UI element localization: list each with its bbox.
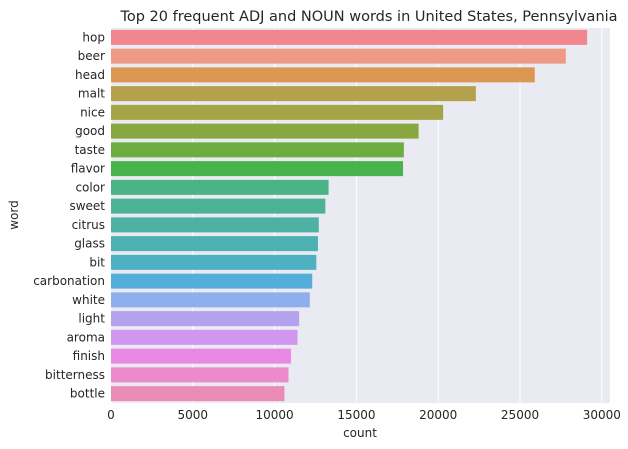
y-tick-label-light: light <box>78 312 105 326</box>
y-tick-label-glass: glass <box>74 237 105 251</box>
bar-bitterness <box>111 367 289 383</box>
x-tick-label: 15000 <box>337 408 375 422</box>
y-tick-label-bottle: bottle <box>70 387 105 401</box>
bar-good <box>111 123 419 139</box>
bar-aroma <box>111 329 298 345</box>
chart-title: Top 20 frequent ADJ and NOUN words in Un… <box>119 9 617 25</box>
x-tick-label: 20000 <box>419 408 457 422</box>
bar-bit <box>111 254 317 270</box>
bar-malt <box>111 86 476 102</box>
bar-taste <box>111 142 404 158</box>
y-tick-label-bitterness: bitterness <box>45 368 105 382</box>
x-tick-label: 10000 <box>256 408 294 422</box>
y-tick-label-white: white <box>72 293 105 307</box>
bar-light <box>111 311 300 327</box>
bar-citrus <box>111 217 319 233</box>
bar-flavor <box>111 161 404 177</box>
x-tick-label: 0 <box>107 408 115 422</box>
bar-finish <box>111 348 291 364</box>
bar-white <box>111 292 310 308</box>
bar-beer <box>111 48 566 64</box>
x-tick-labels: 0 5000 10000 15000 20000 25000 30000 <box>107 408 621 422</box>
y-tick-label-taste: taste <box>75 143 105 157</box>
y-tick-label-flavor: flavor <box>71 162 105 176</box>
y-axis-label: word <box>7 200 21 230</box>
y-tick-label-carbonation: carbonation <box>33 274 105 288</box>
y-tick-label-good: good <box>75 124 105 138</box>
x-tick-label: 25000 <box>501 408 539 422</box>
bar-carbonation <box>111 273 313 289</box>
y-tick-label-finish: finish <box>73 349 105 363</box>
bar-nice <box>111 104 444 120</box>
x-tick-label: 5000 <box>178 408 209 422</box>
bar-bottle <box>111 386 285 402</box>
y-tick-labels: hop beer head malt nice good taste flavor color s… <box>33 30 105 400</box>
y-tick-label-nice: nice <box>80 105 105 119</box>
bar-hop <box>111 29 588 45</box>
y-tick-label-beer: beer <box>78 49 105 63</box>
y-tick-label-bit: bit <box>89 255 105 269</box>
y-tick-label-malt: malt <box>78 87 105 101</box>
bar-color <box>111 179 329 195</box>
x-axis-label: count <box>343 426 377 440</box>
y-tick-label-aroma: aroma <box>67 330 105 344</box>
y-tick-label-hop: hop <box>82 30 105 44</box>
x-tick-label: 30000 <box>583 408 621 422</box>
bar-head <box>111 67 535 83</box>
bar-glass <box>111 236 318 252</box>
bar-sweet <box>111 198 326 214</box>
y-tick-label-sweet: sweet <box>69 199 105 213</box>
plot-area <box>111 28 610 403</box>
y-tick-label-citrus: citrus <box>72 218 105 232</box>
y-tick-label-color: color <box>75 180 105 194</box>
y-tick-label-head: head <box>75 68 105 82</box>
bar-series <box>111 29 588 402</box>
